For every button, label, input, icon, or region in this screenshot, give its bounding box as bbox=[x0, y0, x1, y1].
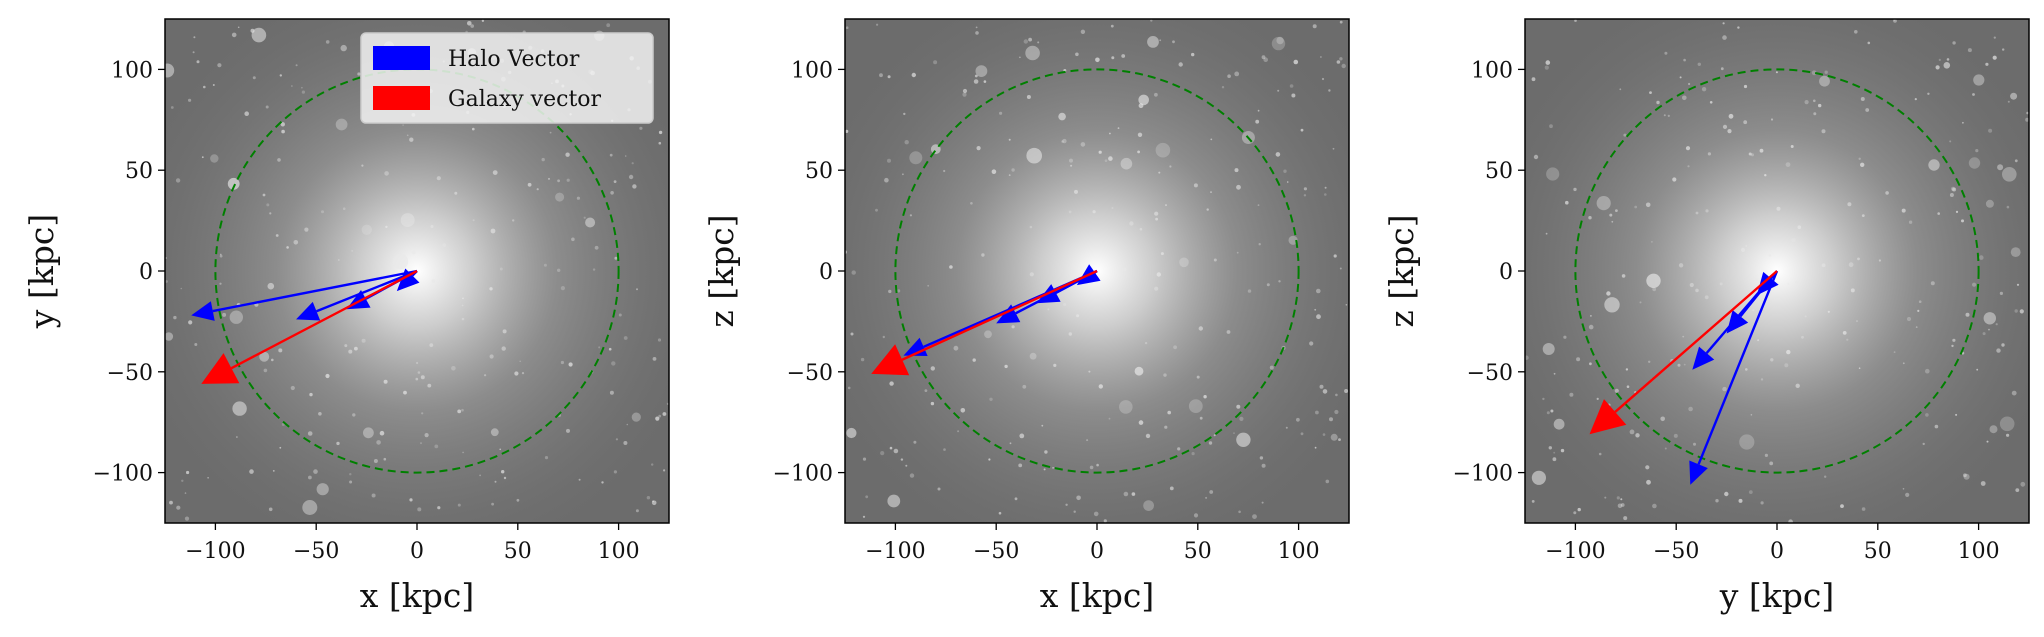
galaxy-vector-1 bbox=[201, 269, 418, 384]
x-tick-label: −100 bbox=[865, 539, 925, 564]
halo-vector-3-head bbox=[1726, 310, 1749, 334]
galaxy-vector-1-shaft bbox=[901, 269, 1098, 361]
y-tick-label: −50 bbox=[787, 361, 833, 386]
galaxy-vector-1-head bbox=[201, 353, 240, 384]
y-tick-label: 0 bbox=[1499, 260, 1513, 285]
y-tick-label: 100 bbox=[1471, 58, 1513, 83]
y-tick-label: 0 bbox=[139, 260, 153, 285]
x-tick-label: −50 bbox=[293, 539, 339, 564]
x-tick-label: 0 bbox=[1090, 539, 1104, 564]
x-tick-label: −100 bbox=[1545, 539, 1605, 564]
radius-circle bbox=[894, 68, 1300, 474]
galaxy-vectors bbox=[871, 269, 1098, 376]
x-tick-label: 0 bbox=[1770, 539, 1784, 564]
y-tick-label: −100 bbox=[773, 462, 833, 487]
galaxy-vector-1-head bbox=[871, 344, 910, 376]
y-tick-label: −50 bbox=[107, 361, 153, 386]
halo-vector-2-head bbox=[996, 304, 1021, 324]
legend-swatch bbox=[373, 86, 430, 110]
panel-3: −100 −50 0 50 100 −100 −50 0 50 100 y [kpc] z [kpc] bbox=[1382, 18, 2030, 615]
y-tick-label: 0 bbox=[819, 260, 833, 285]
halo-vector-4-head bbox=[396, 268, 420, 292]
halo-vector-1-head bbox=[1689, 460, 1708, 485]
halo-vector-1 bbox=[191, 269, 418, 321]
y-tick-label: 50 bbox=[1485, 159, 1513, 184]
y-tick-label: 50 bbox=[805, 159, 833, 184]
halo-vector-2-head bbox=[296, 301, 321, 321]
y-tick-label: −100 bbox=[93, 462, 153, 487]
galaxy-vector-1-head bbox=[1589, 399, 1627, 435]
y-tick-label: 50 bbox=[125, 159, 153, 184]
galaxy-vector-1 bbox=[871, 269, 1098, 376]
halo-vector-1-shaft bbox=[212, 269, 418, 313]
x-tick-label: 100 bbox=[598, 539, 640, 564]
x-tick-label: −50 bbox=[1653, 539, 1699, 564]
y-tick-label: −50 bbox=[1467, 361, 1513, 386]
y-tick-label: 100 bbox=[791, 58, 833, 83]
halo-vector-2-head bbox=[1692, 346, 1715, 370]
galaxy-vector-1-shaft bbox=[1614, 270, 1778, 413]
x-tick-label: 50 bbox=[1184, 539, 1212, 564]
panel-1: −100 −50 0 50 100 −100 −50 0 50 100 x [kpc] y [kpc]… bbox=[22, 18, 670, 615]
galaxy-vectors bbox=[1589, 270, 1778, 435]
x-tick-label: 50 bbox=[1864, 539, 1892, 564]
galaxy-vector-1 bbox=[1589, 270, 1778, 435]
galaxy-vector-1-shaft bbox=[230, 269, 418, 370]
halo-vector-1-head bbox=[191, 301, 215, 321]
halo-vector-4-head bbox=[1756, 271, 1779, 296]
x-tick-label: 50 bbox=[504, 539, 532, 564]
x-axis-label: y [kpc] bbox=[1719, 576, 1835, 615]
x-tick-label: 0 bbox=[410, 539, 424, 564]
legend-label: Halo Vector bbox=[448, 47, 580, 72]
y-axis-label: y [kpc] bbox=[22, 214, 61, 330]
legend-swatch bbox=[373, 46, 430, 70]
x-axis-label: x [kpc] bbox=[360, 576, 474, 615]
legend: Halo Vector Galaxy vector bbox=[360, 32, 654, 124]
y-tick-label: 100 bbox=[111, 58, 153, 83]
x-tick-label: −100 bbox=[185, 539, 245, 564]
halo-vector-1 bbox=[1689, 270, 1779, 485]
x-tick-label: −50 bbox=[973, 539, 1019, 564]
radius-circle bbox=[1574, 68, 1980, 474]
legend-label: Galaxy vector bbox=[448, 87, 602, 112]
halo-vectors bbox=[1689, 270, 1779, 485]
halo-vector-2-shaft bbox=[316, 269, 418, 313]
x-axis-label: x [kpc] bbox=[1040, 576, 1154, 615]
halo-vector-1-shaft bbox=[1697, 270, 1779, 465]
y-axis-label: z [kpc] bbox=[702, 214, 741, 327]
halo-vector-2 bbox=[296, 269, 418, 321]
density-image bbox=[845, 19, 1349, 523]
y-tick-label: −100 bbox=[1453, 462, 1513, 487]
x-tick-label: 100 bbox=[1278, 539, 1320, 564]
x-tick-label: 100 bbox=[1958, 539, 2000, 564]
galaxy-vectors bbox=[201, 269, 418, 384]
panel-2: −100 −50 0 50 100 −100 −50 0 50 100 x [kpc] z [kpc] bbox=[702, 18, 1350, 615]
y-axis-label: z [kpc] bbox=[1382, 214, 1421, 327]
legend-box bbox=[360, 32, 654, 124]
